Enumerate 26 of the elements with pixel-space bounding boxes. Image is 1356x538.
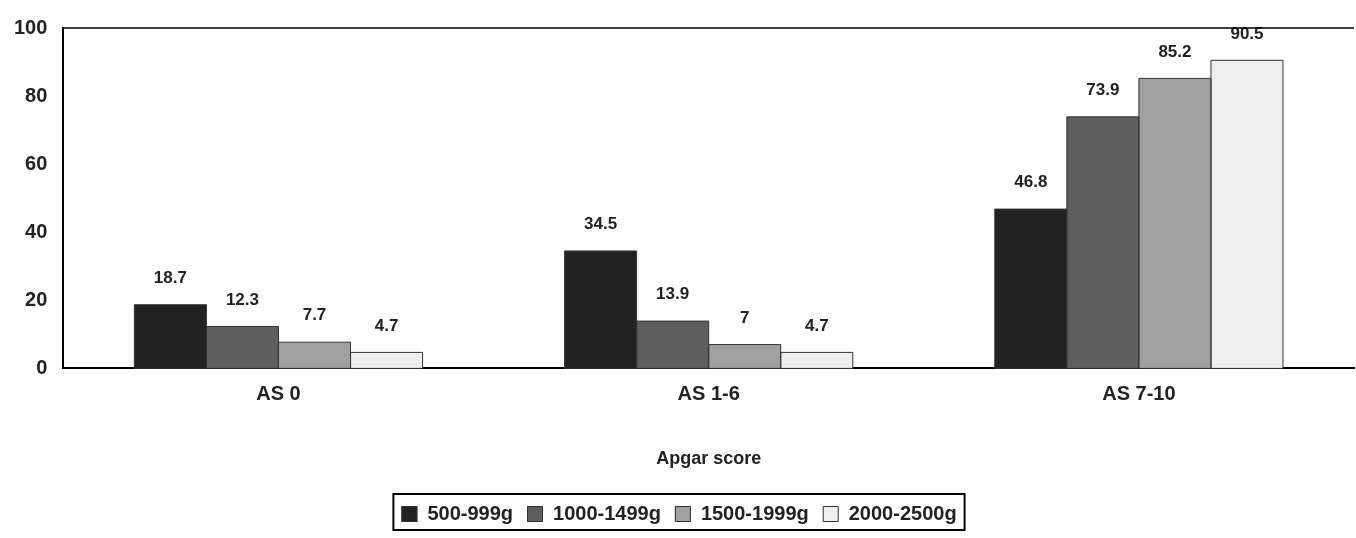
- data-label: 73.9: [1086, 80, 1120, 100]
- data-label: 7.7: [302, 305, 327, 325]
- data-label: 85.2: [1158, 41, 1192, 61]
- x-tick-label: AS 7-10: [1102, 381, 1176, 404]
- y-tick-label: 0: [36, 355, 48, 378]
- data-label: 4.7: [374, 315, 399, 335]
- data-label: 18.7: [153, 267, 187, 287]
- x-tick-label: AS 0: [256, 381, 301, 404]
- legend-label: 1000-1499g: [553, 501, 661, 524]
- legend-label: 500-999g: [427, 501, 514, 524]
- y-tick-label: 40: [25, 219, 48, 242]
- data-label: 90.5: [1230, 23, 1264, 43]
- x-axis-title: Apgar score: [656, 448, 762, 469]
- data-label: 46.8: [1014, 172, 1048, 192]
- data-label: 13.9: [656, 284, 690, 304]
- y-tick-label: 20: [25, 287, 48, 310]
- y-tick-label: 60: [25, 151, 48, 174]
- legend-label: 1500-1999g: [700, 501, 809, 524]
- data-label: 7: [739, 307, 750, 327]
- data-label: 4.7: [804, 315, 829, 335]
- data-label: 12.3: [225, 289, 259, 309]
- x-tick-label: AS 1-6: [677, 381, 740, 404]
- y-tick-label: 100: [13, 15, 48, 38]
- legend-label: 2000-2500g: [848, 501, 957, 524]
- data-label: 34.5: [584, 214, 618, 234]
- y-tick-label: 80: [25, 83, 48, 106]
